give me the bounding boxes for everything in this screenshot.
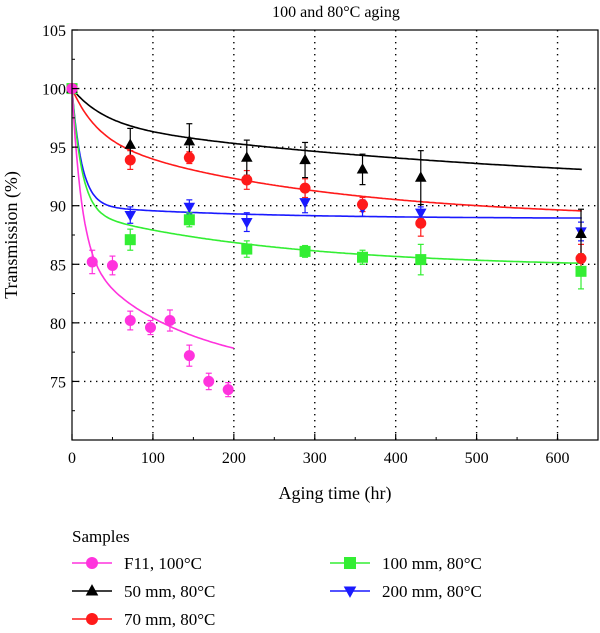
fit-line: [71, 88, 582, 171]
data-point: [183, 350, 195, 362]
data-point: [415, 254, 427, 266]
x-tick-label: 300: [303, 450, 327, 467]
data-point: [241, 217, 253, 229]
data-point: [124, 315, 136, 327]
legend-label: 100 mm, 80°C: [382, 554, 482, 573]
y-tick-label: 75: [50, 374, 66, 391]
data-point: [86, 256, 98, 268]
y-tick-label: 85: [50, 257, 66, 274]
data-point: [575, 252, 587, 264]
data-point: [241, 243, 253, 255]
grid: [72, 30, 598, 440]
data-point: [299, 198, 311, 209]
legend-marker: [343, 586, 357, 598]
plot-frame: [71, 29, 599, 441]
x-tick-label: 500: [465, 450, 489, 467]
data-point: [415, 217, 427, 229]
x-tick-label: 0: [68, 450, 76, 467]
legend-marker: [85, 584, 99, 596]
data-point: [575, 265, 587, 277]
fit-line: [71, 88, 234, 349]
data-point: [241, 174, 253, 186]
data-point: [415, 171, 427, 182]
data-point: [241, 151, 253, 162]
data-point: [415, 208, 427, 220]
data-point: [124, 234, 136, 246]
data-markers: [66, 82, 587, 396]
x-tick-label: 400: [384, 450, 408, 467]
legend-marker: [344, 557, 356, 569]
chart-title: 100 and 80°C aging: [272, 4, 400, 21]
data-point: [124, 154, 136, 166]
data-point: [124, 210, 137, 222]
legend-marker: [86, 557, 98, 569]
data-point: [357, 251, 369, 263]
error-bars: [69, 85, 585, 398]
data-point: [164, 315, 176, 327]
data-point: [203, 375, 215, 387]
legend-label: F11, 100°C: [124, 554, 202, 573]
data-point: [575, 227, 587, 238]
x-tick-label: 200: [222, 450, 246, 467]
y-tick-label: 95: [50, 140, 66, 157]
fit-line: [71, 88, 582, 219]
y-tick-label: 90: [50, 199, 66, 216]
legend-label: 200 mm, 80°C: [382, 582, 482, 601]
legend-title: Samples: [72, 527, 130, 546]
legend-marker: [86, 613, 98, 625]
data-point: [299, 182, 311, 194]
axis-ticks: 0 100 200 300 400 500 600 75 80 85 90 95 100 105: [42, 23, 570, 467]
fit-curves: [71, 88, 582, 349]
legend: F11, 100°C 50 mm, 80°C 70 mm, 80°C 100 mm, …: [72, 554, 482, 629]
data-point: [183, 152, 195, 164]
data-point: [124, 138, 137, 149]
data-point: [183, 214, 195, 226]
data-point: [106, 259, 118, 271]
y-tick-label: 105: [42, 23, 66, 40]
data-point: [299, 153, 311, 165]
data-point: [183, 202, 196, 214]
data-point: [357, 199, 369, 211]
legend-label: 50 mm, 80°C: [124, 582, 215, 601]
data-point: [144, 322, 156, 334]
x-tick-label: 100: [141, 450, 165, 467]
legend-label: 70 mm, 80°C: [124, 610, 215, 629]
y-axis-label: Transmission (%): [1, 171, 22, 299]
y-tick-label: 100: [42, 82, 66, 99]
x-axis-label: Aging time (hr): [279, 483, 392, 504]
data-point: [222, 384, 234, 396]
data-point: [299, 245, 311, 257]
fit-line: [71, 88, 582, 212]
x-tick-label: 600: [546, 450, 570, 467]
data-point: [356, 163, 369, 174]
y-tick-label: 80: [50, 316, 66, 333]
fit-line: [71, 88, 582, 265]
data-point: [183, 134, 196, 146]
